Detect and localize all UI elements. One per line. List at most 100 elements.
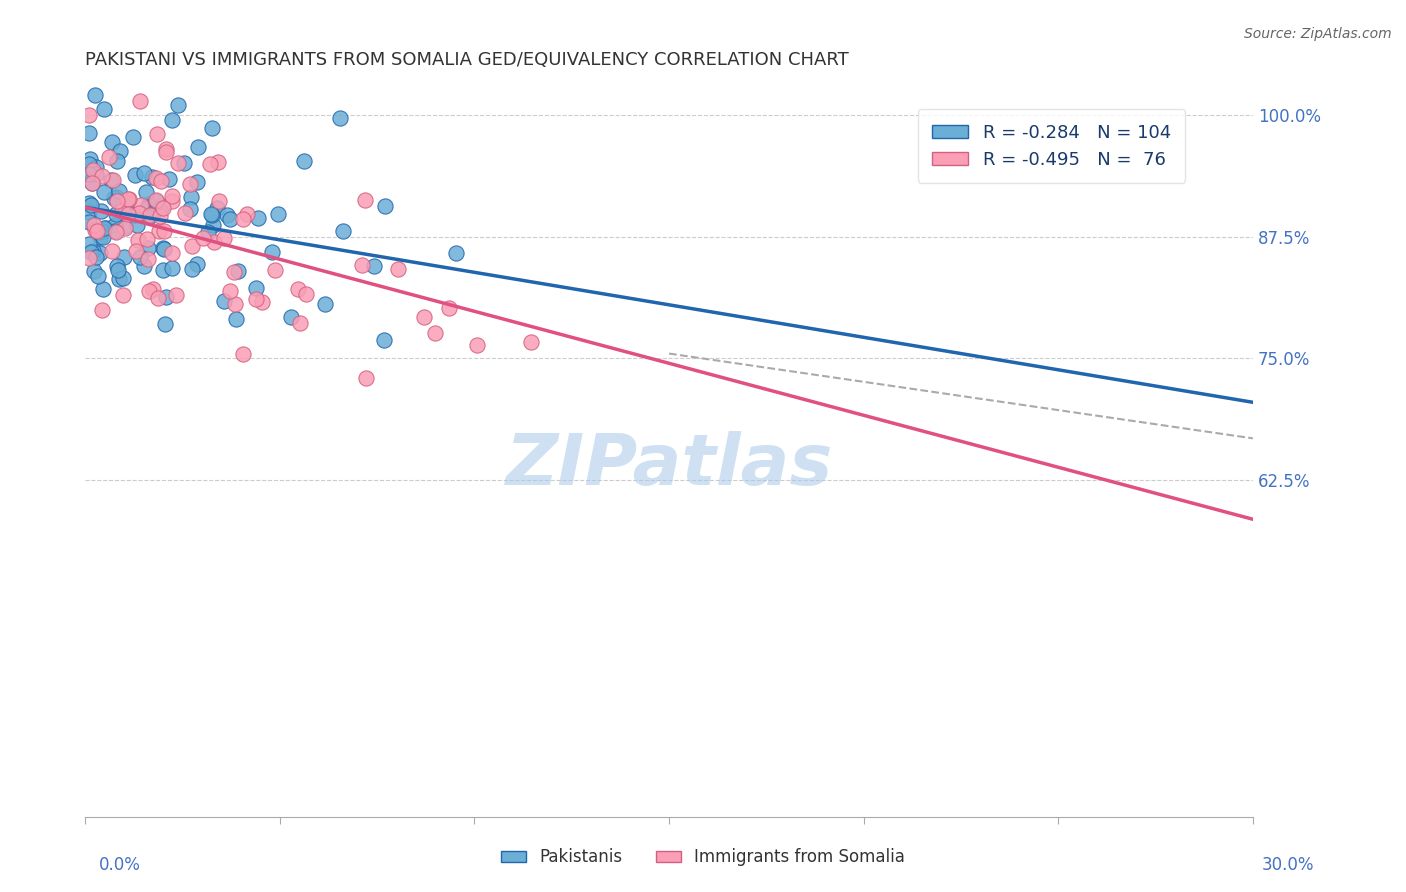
Text: 30.0%: 30.0% <box>1263 856 1315 874</box>
Point <box>232 212 254 227</box>
Point <box>224 297 246 311</box>
Point <box>186 257 208 271</box>
Point <box>82 163 104 178</box>
Point <box>155 145 177 159</box>
Point <box>250 295 273 310</box>
Point <box>387 261 409 276</box>
Text: Source: ZipAtlas.com: Source: ZipAtlas.com <box>1244 27 1392 41</box>
Point <box>201 208 224 222</box>
Point <box>292 153 315 168</box>
Point <box>294 287 316 301</box>
Point <box>465 338 488 352</box>
Point <box>105 207 128 221</box>
Point <box>218 285 240 299</box>
Point <box>350 258 373 272</box>
Point <box>135 185 157 199</box>
Point <box>215 208 238 222</box>
Point <box>214 230 236 244</box>
Legend: R = -0.284   N = 104, R = -0.495   N =  76: R = -0.284 N = 104, R = -0.495 N = 76 <box>918 109 1185 183</box>
Point <box>77 195 100 210</box>
Point <box>141 169 163 184</box>
Point <box>264 262 287 277</box>
Point <box>114 221 136 235</box>
Point <box>83 264 105 278</box>
Point <box>160 246 183 260</box>
Point <box>114 219 136 233</box>
Point <box>152 241 174 255</box>
Point <box>83 218 105 232</box>
Point <box>205 201 228 215</box>
Point <box>200 157 222 171</box>
Legend: Pakistanis, Immigrants from Somalia: Pakistanis, Immigrants from Somalia <box>492 840 914 875</box>
Point <box>91 224 114 238</box>
Point <box>112 270 135 285</box>
Point <box>77 251 100 265</box>
Point <box>105 189 128 203</box>
Point <box>152 262 174 277</box>
Point <box>212 294 235 309</box>
Point <box>150 174 173 188</box>
Point <box>155 142 177 156</box>
Point <box>225 311 247 326</box>
Point <box>173 206 195 220</box>
Point <box>128 94 150 108</box>
Point <box>246 211 269 226</box>
Point <box>374 198 396 212</box>
Point <box>201 121 224 136</box>
Point <box>245 293 267 307</box>
Point <box>77 215 100 229</box>
Point <box>245 281 267 295</box>
Point <box>157 172 180 186</box>
Point <box>122 130 145 145</box>
Point <box>232 347 254 361</box>
Point <box>363 259 385 273</box>
Point <box>149 209 172 223</box>
Point <box>84 250 107 264</box>
Point <box>329 111 352 125</box>
Point <box>124 169 146 183</box>
Point <box>425 326 447 340</box>
Point <box>160 260 183 275</box>
Point <box>222 264 245 278</box>
Point <box>91 282 114 296</box>
Point <box>127 218 149 232</box>
Point <box>80 173 103 187</box>
Point <box>89 246 111 260</box>
Point <box>179 202 201 217</box>
Point <box>90 302 112 317</box>
Point <box>290 316 312 330</box>
Point <box>208 194 231 209</box>
Point <box>86 224 108 238</box>
Point <box>145 171 167 186</box>
Point <box>112 196 135 211</box>
Point <box>129 250 152 264</box>
Text: 0.0%: 0.0% <box>98 856 141 874</box>
Point <box>84 88 107 103</box>
Point <box>91 230 114 244</box>
Point <box>79 205 101 219</box>
Point <box>136 241 159 255</box>
Point <box>103 173 125 187</box>
Point <box>180 190 202 204</box>
Point <box>129 197 152 211</box>
Point <box>104 224 127 238</box>
Point <box>145 193 167 207</box>
Point <box>267 207 290 221</box>
Point <box>108 272 131 286</box>
Point <box>80 176 103 190</box>
Point <box>127 233 149 247</box>
Point <box>187 140 209 154</box>
Point <box>160 194 183 208</box>
Point <box>150 199 173 213</box>
Point <box>125 244 148 259</box>
Point <box>354 370 377 384</box>
Point <box>146 292 169 306</box>
Point <box>136 202 159 216</box>
Point <box>100 173 122 187</box>
Point <box>226 263 249 277</box>
Point <box>152 201 174 215</box>
Point <box>104 218 127 232</box>
Point <box>179 177 201 191</box>
Point <box>139 208 162 222</box>
Point <box>79 152 101 166</box>
